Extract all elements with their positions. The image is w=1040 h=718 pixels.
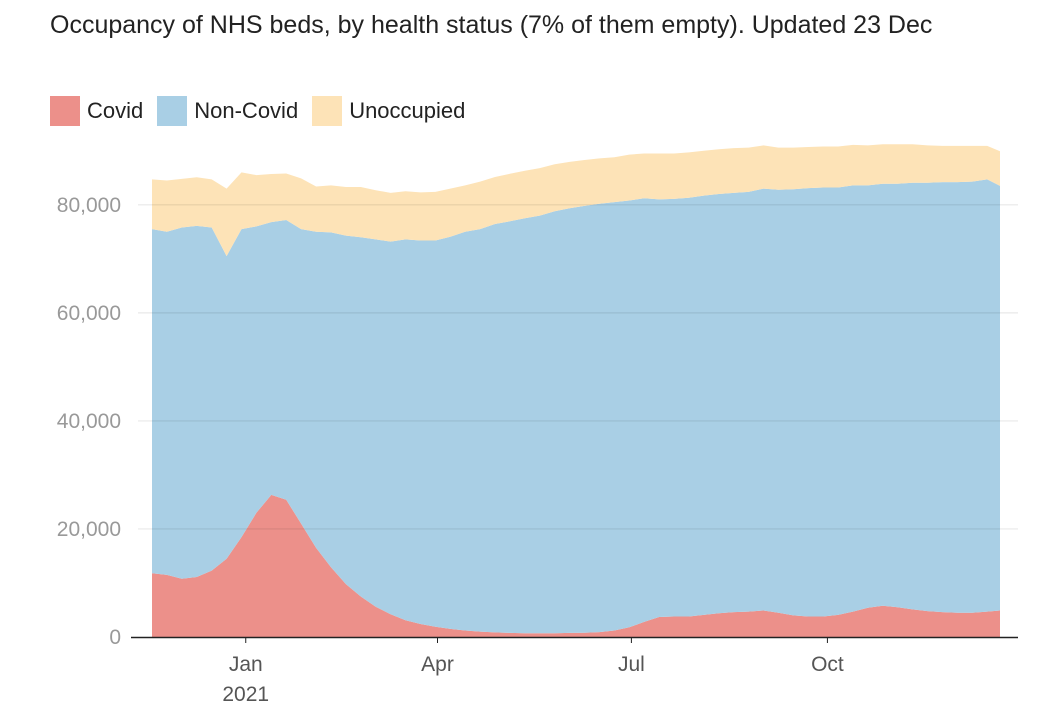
- legend-swatch-unoccupied: [312, 96, 343, 126]
- legend-item-unoccupied: Unoccupied: [312, 96, 465, 126]
- y-tick-label-20000: 20,000: [57, 518, 121, 541]
- chart-title: Occupancy of NHS beds, by health status …: [50, 11, 933, 39]
- legend-label-covid: Covid: [87, 98, 144, 123]
- legend-item-covid: Covid: [50, 96, 143, 126]
- x-tick-label-jul: Jul: [618, 653, 645, 676]
- x-tick-label-jan: Jan: [229, 653, 263, 676]
- legend-item-non-covid: Non-Covid: [157, 96, 298, 126]
- x-tick-sublabel-jan: 2021: [222, 683, 269, 706]
- x-tick-label-oct: Oct: [811, 653, 844, 676]
- y-tick-label-40000: 40,000: [57, 410, 121, 433]
- x-tick-label-apr: Apr: [421, 653, 454, 676]
- legend-label-non-covid: Non-Covid: [194, 98, 299, 123]
- y-tick-label-80000: 80,000: [57, 194, 121, 217]
- series-area-unoccupied: [152, 144, 1000, 257]
- series-area-non-covid: [152, 179, 1000, 634]
- legend-label-unoccupied: Unoccupied: [349, 98, 466, 123]
- y-tick-label-0: 0: [109, 626, 121, 649]
- legend: Covid Non-Covid Unoccupied: [50, 96, 479, 126]
- legend-swatch-covid: [50, 96, 80, 126]
- y-tick-label-60000: 60,000: [57, 302, 121, 325]
- legend-swatch-non-covid: [157, 96, 188, 126]
- series-area-covid: [152, 494, 1000, 637]
